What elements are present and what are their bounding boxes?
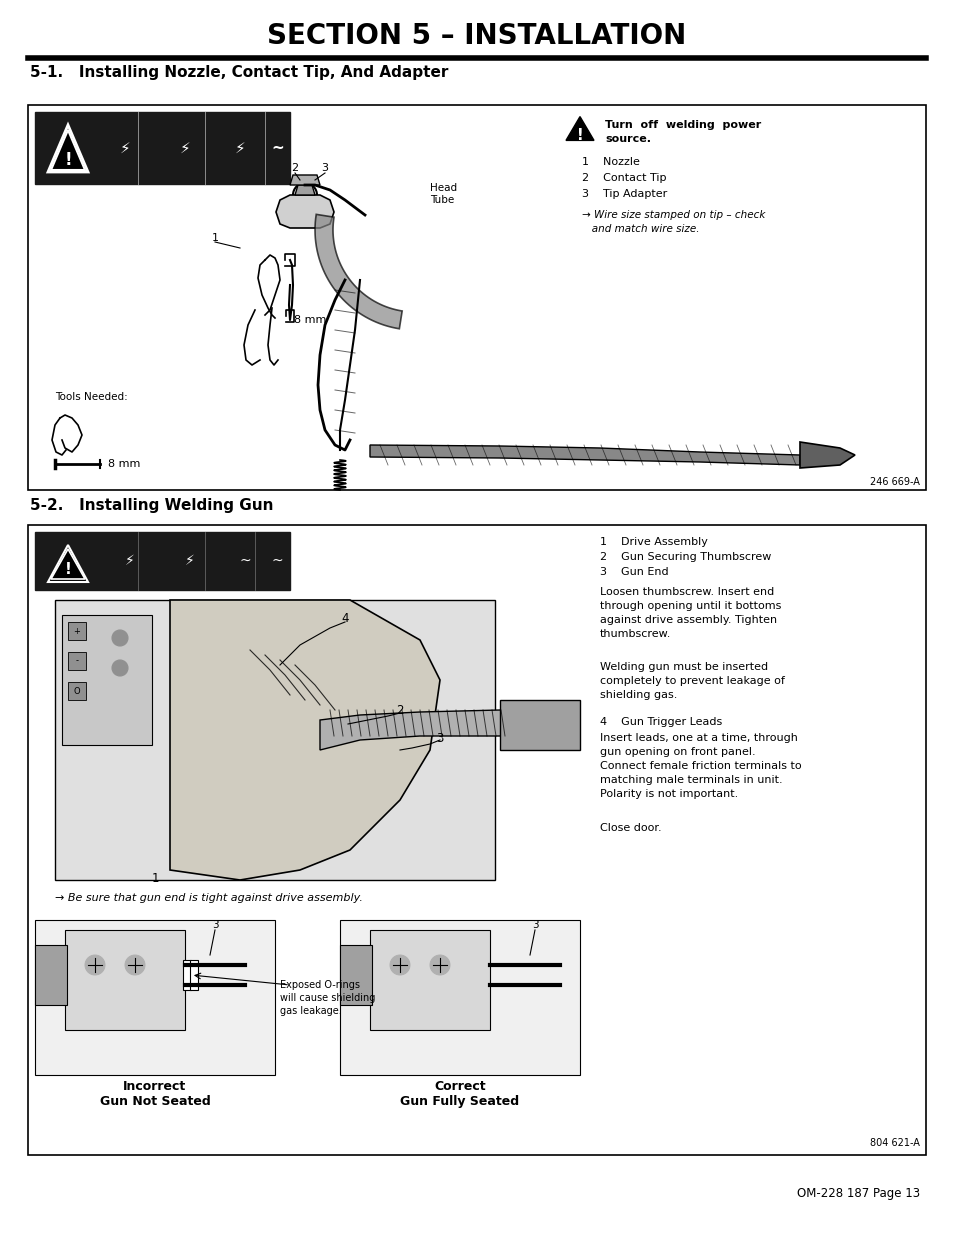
Text: Turn  off  welding  power
source.: Turn off welding power source. [604, 120, 760, 144]
Text: !: ! [576, 128, 582, 143]
Bar [35, 112, 290, 184]
Text: OM-228 187 Page 13: OM-228 187 Page 13 [796, 1187, 919, 1200]
Text: 5-2.   Installing Welding Gun: 5-2. Installing Welding Gun [30, 498, 274, 513]
Text: ⚡: ⚡ [179, 141, 191, 156]
Text: +: + [73, 626, 80, 636]
Text: ⚡: ⚡ [234, 141, 245, 156]
Text: Correct: Correct [434, 1079, 485, 1093]
Text: 246 669-A: 246 669-A [869, 477, 919, 487]
Text: 3    Gun End: 3 Gun End [599, 567, 668, 577]
Text: → Wire size stamped on tip – check
   and match wire size.: → Wire size stamped on tip – check and m… [581, 210, 764, 233]
Bar [62, 615, 152, 745]
Polygon shape [800, 442, 854, 468]
Text: Gun Not Seated: Gun Not Seated [99, 1095, 211, 1108]
Polygon shape [48, 545, 88, 582]
Text: ~: ~ [272, 141, 284, 156]
Text: -: - [75, 657, 78, 666]
Bar [55, 600, 495, 881]
Text: Exposed O-rings
will cause shielding
gas leakage.: Exposed O-rings will cause shielding gas… [280, 981, 375, 1016]
Text: 8 mm: 8 mm [108, 459, 140, 469]
Bar [28, 525, 925, 1155]
Bar [68, 682, 86, 700]
Bar [183, 960, 191, 990]
Bar [68, 622, 86, 640]
Bar [35, 532, 290, 590]
Text: 4    Gun Trigger Leads: 4 Gun Trigger Leads [599, 718, 721, 727]
Polygon shape [319, 710, 510, 750]
Bar [339, 920, 579, 1074]
Text: Insert leads, one at a time, through
gun opening on front panel.
Connect female : Insert leads, one at a time, through gun… [599, 734, 801, 799]
Text: Gun Fully Seated: Gun Fully Seated [400, 1095, 519, 1108]
Text: Welding gun must be inserted
completely to prevent leakage of
shielding gas.: Welding gun must be inserted completely … [599, 662, 784, 700]
Polygon shape [314, 215, 402, 329]
Polygon shape [294, 185, 314, 195]
Circle shape [85, 955, 105, 974]
Text: 2: 2 [395, 704, 403, 716]
Text: 3: 3 [321, 163, 328, 173]
Bar [28, 105, 925, 490]
Circle shape [390, 955, 410, 974]
Bar [499, 700, 579, 750]
Text: O: O [73, 687, 80, 695]
Polygon shape [48, 125, 88, 172]
Text: !: ! [64, 151, 71, 169]
Bar [35, 945, 67, 1005]
Text: 2    Contact Tip: 2 Contact Tip [581, 173, 666, 183]
Polygon shape [565, 116, 594, 141]
Text: SECTION 5 – INSTALLATION: SECTION 5 – INSTALLATION [267, 22, 686, 49]
Bar [65, 930, 185, 1030]
Text: 3    Tip Adapter: 3 Tip Adapter [581, 189, 666, 199]
Text: ~: ~ [239, 555, 251, 568]
Text: ⚡: ⚡ [119, 141, 131, 156]
Text: 3: 3 [436, 731, 443, 745]
Text: Close door.: Close door. [599, 823, 661, 832]
Circle shape [125, 955, 145, 974]
Text: Incorrect: Incorrect [123, 1079, 187, 1093]
Text: 1    Nozzle: 1 Nozzle [581, 157, 639, 167]
Text: 5-1.   Installing Nozzle, Contact Tip, And Adapter: 5-1. Installing Nozzle, Contact Tip, And… [30, 65, 448, 80]
Text: 1: 1 [212, 233, 218, 243]
Circle shape [430, 955, 450, 974]
Text: Loosen thumbscrew. Insert end
through opening until it bottoms
against drive ass: Loosen thumbscrew. Insert end through op… [599, 587, 781, 638]
Text: 1    Drive Assembly: 1 Drive Assembly [599, 537, 707, 547]
Text: 2    Gun Securing Thumbscrew: 2 Gun Securing Thumbscrew [599, 552, 771, 562]
Text: 4: 4 [341, 611, 349, 625]
Text: 2: 2 [291, 163, 298, 173]
Polygon shape [290, 175, 319, 185]
Polygon shape [275, 195, 334, 228]
Bar [68, 652, 86, 671]
Text: Tools Needed:: Tools Needed: [55, 391, 128, 403]
Text: ⚡: ⚡ [125, 555, 134, 568]
Text: ⚡: ⚡ [185, 555, 194, 568]
Text: ~: ~ [271, 555, 282, 568]
Circle shape [112, 630, 128, 646]
Text: !: ! [65, 562, 71, 577]
Polygon shape [370, 445, 800, 466]
Bar [370, 930, 490, 1030]
Bar [339, 945, 372, 1005]
Text: 1: 1 [152, 872, 158, 884]
Bar [190, 960, 198, 990]
Text: → Be sure that gun end is tight against drive assembly.: → Be sure that gun end is tight against … [55, 893, 362, 903]
Text: 8 mm: 8 mm [294, 315, 326, 325]
Bar [35, 920, 274, 1074]
Polygon shape [170, 600, 439, 881]
Text: 3: 3 [212, 920, 218, 930]
Text: 3: 3 [531, 920, 537, 930]
Text: 804 621-A: 804 621-A [869, 1137, 919, 1149]
Circle shape [112, 659, 128, 676]
Text: Head
Tube: Head Tube [430, 183, 456, 205]
